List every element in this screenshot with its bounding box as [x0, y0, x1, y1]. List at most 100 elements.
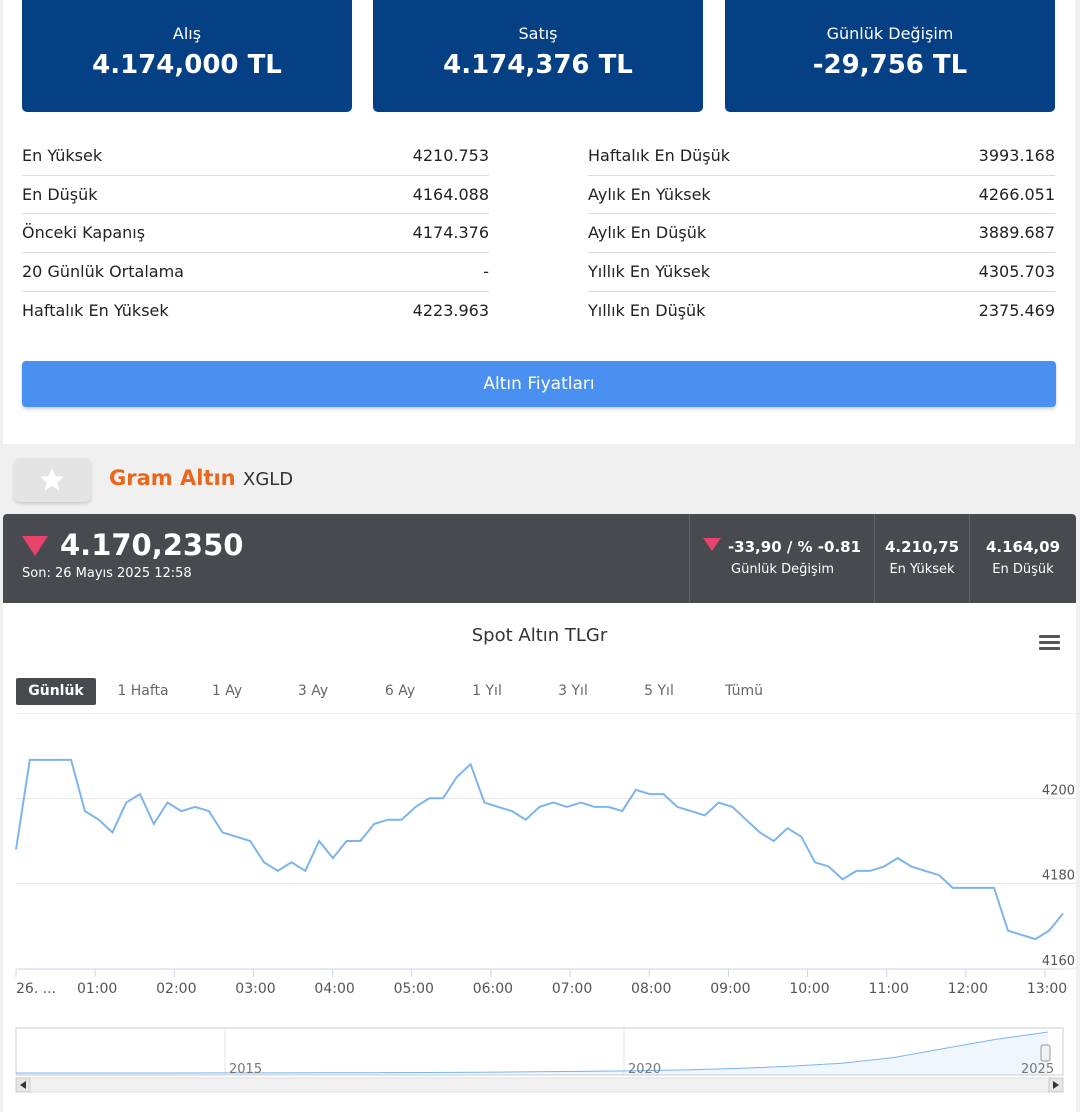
stat-row: Aylık En Düşük 3889.687	[588, 214, 1055, 254]
x-tick-label: 04:00	[314, 981, 354, 997]
stat-row: Aylık En Yüksek 4266.051	[588, 176, 1055, 215]
stat-row: Yıllık En Yüksek 4305.703	[588, 253, 1055, 292]
sell-value: 4.174,376 TL	[443, 50, 633, 80]
last-price: 4.170,2350	[60, 528, 244, 562]
stat-value: 4164.088	[412, 184, 489, 204]
x-tick-label: 05:00	[394, 981, 434, 997]
stat-value: -	[483, 262, 489, 282]
navigator-scrollbar[interactable]	[15, 1077, 1064, 1093]
x-tick-label: 08:00	[631, 981, 671, 997]
chevron-left-icon	[20, 1081, 26, 1089]
navigator-label: 2020	[628, 1062, 661, 1077]
stat-row: 20 Günlük Ortalama -	[22, 253, 489, 292]
day-high-section: 4.210,75 En Yüksek	[874, 514, 969, 603]
gold-prices-button[interactable]: Altın Fiyatları	[22, 361, 1056, 407]
stat-row: En Düşük 4164.088	[22, 176, 489, 215]
stats-right: Haftalık En Düşük 3993.168 Aylık En Yükse…	[588, 137, 1055, 330]
daily-change-section: -33,90 / % -0.81 Günlük Değişim	[689, 514, 875, 603]
stat-label: En Yüksek	[22, 146, 103, 165]
buy-value: 4.174,000 TL	[92, 50, 282, 80]
stat-label: Önceki Kapanış	[22, 223, 146, 243]
stat-value: 4266.051	[978, 184, 1055, 204]
instrument-code: XGLD	[243, 469, 294, 490]
stat-value: 3993.168	[978, 146, 1055, 165]
navigator-handle[interactable]	[1040, 1044, 1051, 1062]
stat-label: 20 Günlük Ortalama	[22, 262, 184, 282]
down-triangle-icon	[703, 538, 721, 551]
y-tick-label: 4180	[1042, 869, 1075, 884]
stat-value: 2375.469	[978, 300, 1055, 320]
stats-left: En Yüksek 4210.753 En Düşük 4164.088 Öncek…	[22, 137, 489, 330]
x-tick-label: 26. ...	[16, 981, 56, 997]
x-tick-label: 11:00	[869, 981, 909, 997]
stat-label: Aylık En Yüksek	[588, 184, 711, 204]
price-line-chart[interactable]: 4160 4180 4200 26. ... 01:00 02:00 03:00 04:00 0…	[3, 713, 1076, 1013]
price-ticker: 4.170,2350 Son: 26 Mayıs 2025 12:58 -33,…	[3, 514, 1076, 603]
stat-value: 4174.376	[412, 223, 489, 243]
daily-change-value: -29,756 TL	[812, 50, 968, 80]
stat-row: Haftalık En Yüksek 4223.963	[22, 292, 489, 331]
navigator-label: 2015	[229, 1062, 262, 1077]
chart-container: Spot Altın TLGr Günlük 1 Hafta 1 Ay 3 Ay…	[3, 603, 1076, 1112]
daily-change-label: Günlük Değişim	[731, 562, 834, 577]
day-low-section: 4.164,09 En Düşük	[969, 514, 1076, 603]
stat-row: En Yüksek 4210.753	[22, 137, 489, 176]
day-low-label: En Düşük	[992, 562, 1054, 577]
chevron-right-icon	[1053, 1081, 1059, 1089]
stat-label: Aylık En Düşük	[588, 223, 707, 243]
stat-label: Haftalık En Yüksek	[22, 300, 169, 320]
range-button-3-years[interactable]: 3 Yıl	[558, 683, 588, 699]
range-button-5-years[interactable]: 5 Yıl	[644, 683, 674, 699]
day-high-value: 4.210,75	[884, 538, 960, 556]
x-tick-label: 06:00	[473, 981, 513, 997]
stat-value: 3889.687	[978, 223, 1055, 243]
navigator-label: 2025	[1021, 1062, 1054, 1077]
stat-row: Yıllık En Düşük 2375.469	[588, 292, 1055, 331]
hamburger-menu-icon[interactable]	[1039, 635, 1060, 651]
x-tick-label: 12:00	[948, 981, 988, 997]
chart-title: Spot Altın TLGr	[471, 625, 608, 646]
y-tick-label: 4200	[1042, 783, 1075, 798]
range-button-daily[interactable]: Günlük	[16, 678, 96, 705]
buy-price-card: Alış 4.174,000 TL	[22, 0, 352, 112]
stat-label: En Düşük	[22, 184, 98, 204]
price-series-line[interactable]	[15, 758, 1064, 941]
buy-label: Alış	[172, 24, 202, 43]
day-low-value: 4.164,09	[985, 538, 1061, 556]
stat-row: Haftalık En Düşük 3993.168	[588, 137, 1055, 176]
stat-value: 4305.703	[978, 262, 1055, 282]
navigator-series-line	[16, 1031, 1049, 1074]
range-button-6-months[interactable]: 6 Ay	[384, 683, 416, 699]
stat-label: Yıllık En Düşük	[588, 300, 706, 320]
x-tick-label: 13:00	[1027, 981, 1067, 997]
daily-change-label: Günlük Değişim	[826, 24, 954, 43]
day-high-label: En Yüksek	[889, 562, 955, 577]
x-tick-label: 02:00	[156, 981, 196, 997]
star-icon	[40, 468, 64, 491]
down-triangle-icon	[22, 536, 48, 556]
range-button-1-year[interactable]: 1 Yıl	[472, 683, 502, 699]
navigator-area	[16, 1032, 1048, 1075]
range-button-1-month[interactable]: 1 Ay	[211, 683, 243, 699]
sell-price-card: Satış 4.174,376 TL	[373, 0, 703, 112]
range-button-3-months[interactable]: 3 Ay	[297, 683, 329, 699]
navigator-frame	[15, 1027, 1064, 1076]
stat-row: Önceki Kapanış 4174.376	[22, 214, 489, 254]
range-button-1-week[interactable]: 1 Hafta	[117, 683, 169, 699]
navigator-chart[interactable]: 2015 2020 2025	[3, 1023, 1076, 1103]
x-tick-label: 07:00	[552, 981, 592, 997]
range-button-all[interactable]: Tümü	[724, 683, 763, 699]
stat-value: 4210.753	[412, 146, 489, 165]
summary-panel: Alış 4.174,000 TL Satış 4.174,376 TL Gün…	[3, 0, 1075, 444]
last-update-time: Son: 26 Mayıs 2025 12:58	[22, 566, 192, 581]
daily-change-card: Günlük Değişim -29,756 TL	[725, 0, 1055, 112]
x-tick-label: 03:00	[235, 981, 275, 997]
daily-change-value: -33,90 / % -0.81	[727, 538, 862, 556]
sell-label: Satış	[518, 24, 558, 43]
x-tick-label: 10:00	[789, 981, 829, 997]
favorite-button[interactable]	[14, 458, 91, 502]
x-tick-label: 01:00	[77, 981, 117, 997]
x-tick-label: 09:00	[710, 981, 750, 997]
stat-value: 4223.963	[412, 300, 489, 320]
stat-label: Haftalık En Düşük	[588, 146, 731, 165]
